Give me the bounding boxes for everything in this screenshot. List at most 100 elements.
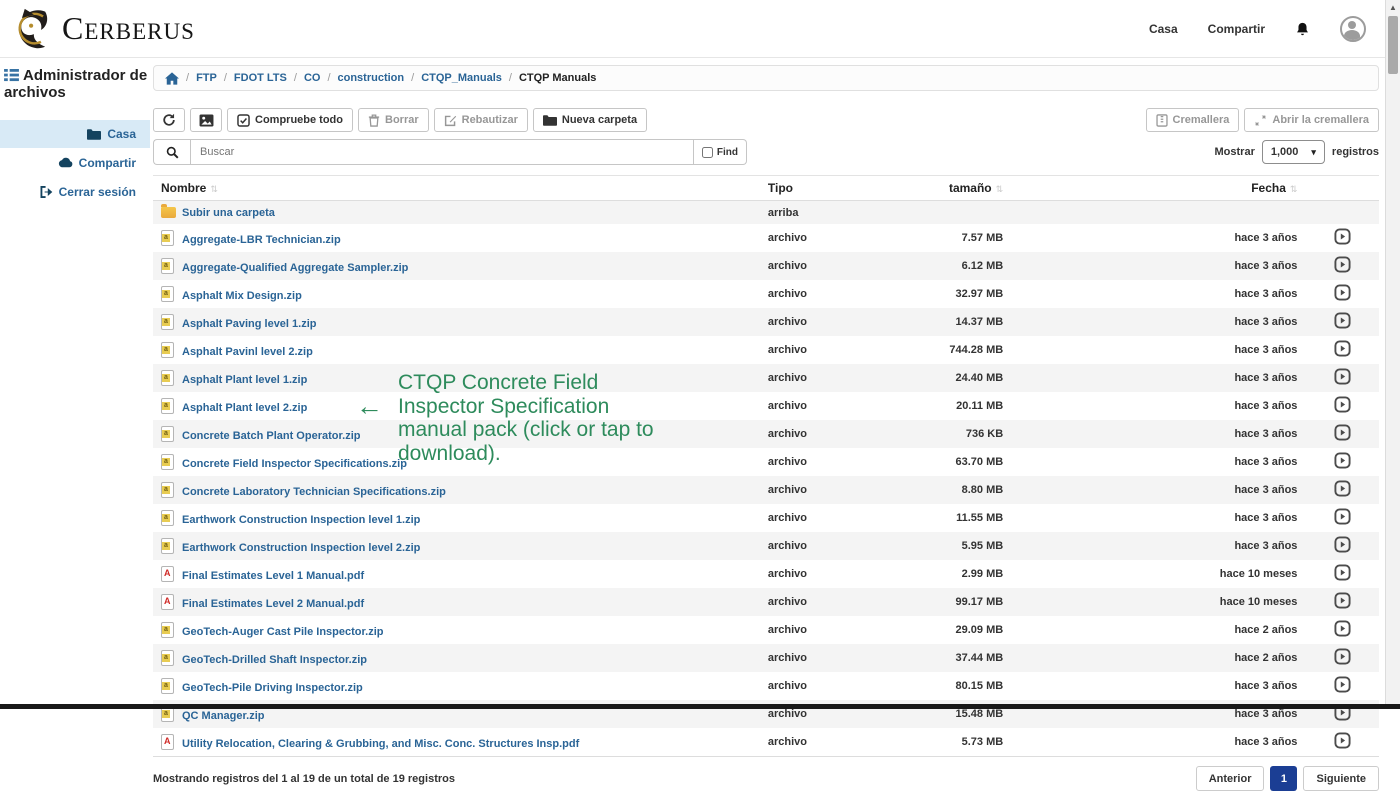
- table-footer: Mostrando registros del 1 al 19 de un to…: [153, 766, 1379, 791]
- column-header-tipo[interactable]: Tipo: [759, 175, 846, 201]
- list-icon: [4, 69, 19, 82]
- find-label: Find: [716, 146, 738, 158]
- file-link[interactable]: Concrete Field Inspector Specifications.…: [182, 458, 407, 470]
- row-actions-button[interactable]: [1334, 508, 1351, 525]
- file-type: archivo: [767, 568, 808, 580]
- topnav-home-link[interactable]: Casa: [1148, 21, 1178, 36]
- new-folder-button[interactable]: Nueva carpeta: [532, 108, 648, 132]
- file-size: 14.37 MB: [955, 316, 1004, 328]
- sort-icon: ⇅: [1289, 184, 1298, 194]
- search-button[interactable]: [153, 139, 190, 165]
- scroll-up-arrow-icon[interactable]: ▲: [1389, 3, 1397, 12]
- sidebar-item-share[interactable]: Compartir: [0, 149, 150, 177]
- caret-right-box-icon: [1334, 564, 1351, 581]
- file-size: 5.95 MB: [961, 540, 1004, 552]
- pdf-file-icon: [161, 594, 174, 610]
- previous-page-button[interactable]: Anterior: [1195, 766, 1265, 791]
- column-header-fecha[interactable]: Fecha ⇅: [1011, 175, 1306, 201]
- current-page-button[interactable]: 1: [1270, 766, 1298, 791]
- row-actions-button[interactable]: [1334, 452, 1351, 469]
- file-link[interactable]: Final Estimates Level 2 Manual.pdf: [182, 598, 365, 610]
- refresh-icon: [163, 113, 175, 126]
- page-size-select[interactable]: 1,000 ▾: [1261, 140, 1325, 164]
- refresh-button[interactable]: [153, 108, 185, 132]
- row-actions-button[interactable]: [1334, 732, 1351, 749]
- row-actions-button[interactable]: [1334, 340, 1351, 357]
- file-link[interactable]: GeoTech-Pile Driving Inspector.zip: [182, 682, 363, 694]
- row-actions-button[interactable]: [1334, 256, 1351, 273]
- column-header-nombre[interactable]: Nombre ⇅: [153, 175, 760, 201]
- brand-wordmark: Cerberus: [62, 10, 195, 46]
- row-actions-button[interactable]: [1334, 564, 1351, 581]
- breadcrumb-item[interactable]: construction: [337, 72, 405, 84]
- vertical-scrollbar[interactable]: ▲: [1385, 0, 1400, 709]
- scrollbar-thumb[interactable]: [1388, 16, 1398, 74]
- breadcrumb-item[interactable]: FTP: [196, 72, 217, 84]
- topnav-share-link[interactable]: Compartir: [1207, 21, 1265, 36]
- file-size: 37.44 MB: [955, 652, 1004, 664]
- caret-right-box-icon: [1334, 396, 1351, 413]
- row-actions-button[interactable]: [1334, 312, 1351, 329]
- row-actions-button[interactable]: [1334, 424, 1351, 441]
- find-checkbox[interactable]: [701, 146, 713, 158]
- file-link[interactable]: GeoTech-Auger Cast Pile Inspector.zip: [182, 626, 384, 638]
- file-link[interactable]: Final Estimates Level 1 Manual.pdf: [182, 570, 365, 582]
- row-actions-button[interactable]: [1334, 368, 1351, 385]
- file-link[interactable]: Aggregate-Qualified Aggregate Sampler.zi…: [182, 262, 409, 274]
- gallery-view-button[interactable]: [190, 108, 222, 132]
- file-size: 32.97 MB: [955, 288, 1004, 300]
- file-link[interactable]: Asphalt Plant level 2.zip: [182, 402, 308, 414]
- file-link[interactable]: Asphalt Paving level 1.zip: [182, 318, 317, 330]
- sidebar-item-logout[interactable]: Cerrar sesión: [0, 178, 150, 206]
- zip-file-icon: [1155, 113, 1168, 127]
- zip-button[interactable]: Cremallera: [1145, 108, 1240, 132]
- file-size: 6.12 MB: [961, 260, 1004, 272]
- row-actions-button[interactable]: [1334, 620, 1351, 637]
- check-all-button[interactable]: Compruebe todo: [227, 108, 353, 132]
- sort-icon: ⇅: [210, 184, 218, 194]
- user-avatar[interactable]: [1340, 15, 1366, 42]
- file-link[interactable]: Asphalt Mix Design.zip: [182, 290, 302, 302]
- file-type: archivo: [767, 372, 808, 384]
- breadcrumb-item[interactable]: CO: [303, 72, 321, 84]
- unzip-button[interactable]: Abrir la cremallera: [1244, 108, 1379, 132]
- file-link[interactable]: Asphalt Pavinl level 2.zip: [182, 346, 313, 358]
- home-icon[interactable]: [165, 71, 179, 85]
- file-date: hace 3 años: [1234, 540, 1298, 552]
- up-directory-link[interactable]: Subir una carpeta: [182, 206, 275, 219]
- file-link[interactable]: Earthwork Construction Inspection level …: [182, 514, 421, 526]
- row-actions-button[interactable]: [1334, 396, 1351, 413]
- file-link[interactable]: Asphalt Plant level 1.zip: [182, 374, 308, 386]
- file-link[interactable]: QC Manager.zip: [182, 710, 265, 722]
- file-date: hace 10 meses: [1219, 568, 1298, 580]
- breadcrumb-item[interactable]: FDOT LTS: [233, 72, 287, 84]
- file-link[interactable]: Concrete Batch Plant Operator.zip: [182, 430, 361, 442]
- column-header-tamano[interactable]: tamaño ⇅: [845, 175, 1012, 201]
- file-link[interactable]: Earthwork Construction Inspection level …: [182, 542, 421, 554]
- rename-button[interactable]: Rebautizar: [433, 108, 528, 132]
- table-row: GeoTech-Auger Cast Pile Inspector.zip ar…: [153, 616, 1379, 644]
- folder-up-icon: [161, 203, 176, 218]
- search-input[interactable]: [190, 139, 694, 165]
- sidebar-item-home[interactable]: Casa: [0, 119, 150, 148]
- breadcrumb-item[interactable]: CTQP_Manuals: [421, 72, 502, 84]
- row-actions-button[interactable]: [1334, 536, 1351, 553]
- file-link[interactable]: Utility Relocation, Clearing & Grubbing,…: [182, 738, 580, 750]
- row-actions-button[interactable]: [1334, 228, 1351, 245]
- next-page-button[interactable]: Siguiente: [1303, 766, 1379, 791]
- row-actions-button[interactable]: [1334, 648, 1351, 665]
- file-type: arriba: [767, 206, 799, 219]
- file-link[interactable]: Aggregate-LBR Technician.zip: [182, 234, 341, 246]
- row-actions-button[interactable]: [1334, 284, 1351, 301]
- delete-button[interactable]: Borrar: [358, 108, 429, 132]
- row-actions-button[interactable]: [1334, 592, 1351, 609]
- file-type: archivo: [767, 680, 808, 692]
- sidebar-item-label: Compartir: [78, 155, 136, 170]
- row-actions-button[interactable]: [1334, 480, 1351, 497]
- table-row: Earthwork Construction Inspection level …: [153, 504, 1379, 532]
- file-link[interactable]: GeoTech-Drilled Shaft Inspector.zip: [182, 654, 367, 666]
- notifications-bell-icon[interactable]: [1295, 21, 1310, 37]
- file-link[interactable]: Concrete Laboratory Technician Specifica…: [182, 486, 446, 498]
- row-actions-button[interactable]: [1334, 676, 1351, 693]
- zip-file-icon: [161, 622, 174, 638]
